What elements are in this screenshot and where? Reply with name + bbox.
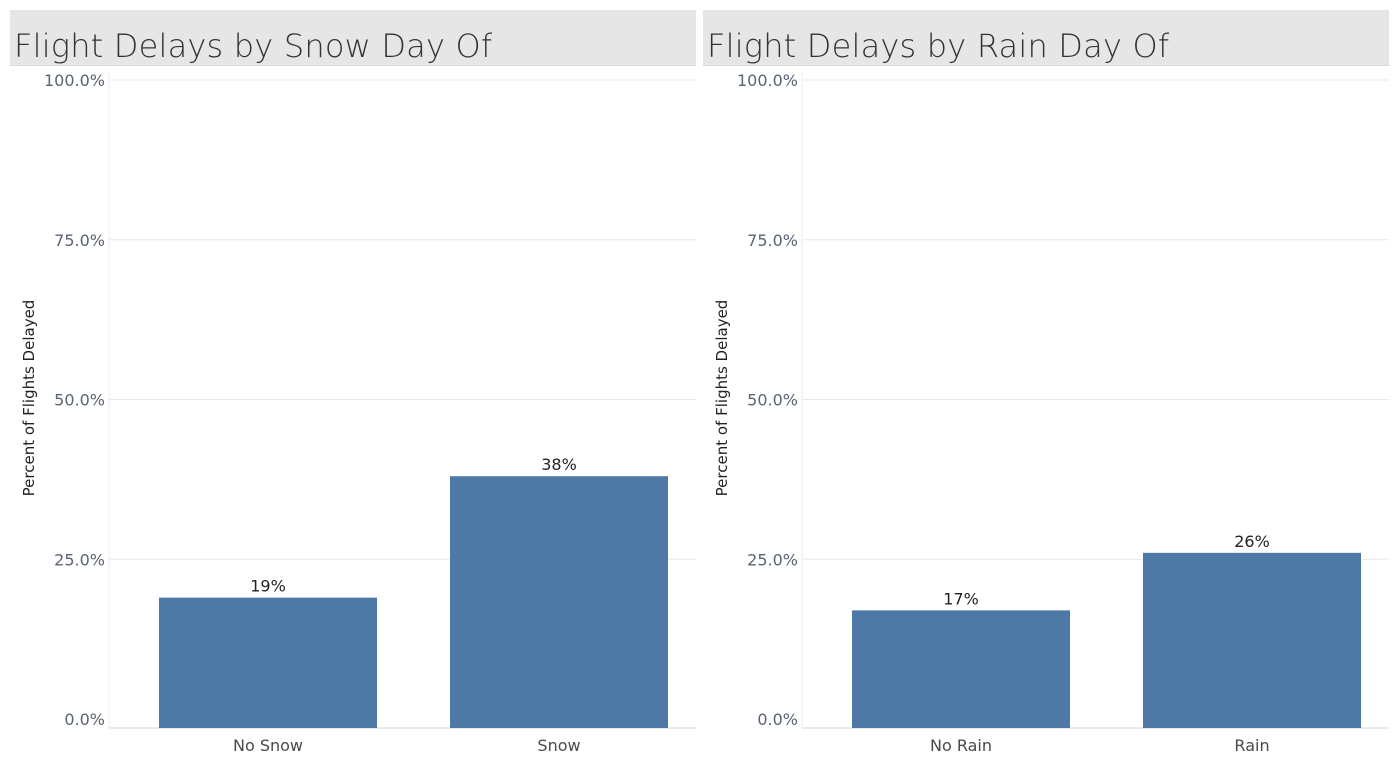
y-tick-label: 100.0% xyxy=(44,71,105,90)
x-category-label: No Rain xyxy=(930,736,992,755)
y-tick-label: 50.0% xyxy=(747,391,798,410)
y-tick-label: 25.0% xyxy=(747,550,798,569)
bar-data-label: 26% xyxy=(1234,532,1270,551)
bar[interactable] xyxy=(852,610,1070,728)
y-tick-label: 100.0% xyxy=(737,71,798,90)
y-tick-label: 0.0% xyxy=(757,710,798,729)
chart-title-bar: Flight Delays by Snow Day Of xyxy=(10,10,696,66)
chart-title: Flight Delays by Snow Day Of xyxy=(14,27,493,65)
chart-panel-snow: Flight Delays by Snow Day Of 0.0% 25.0% 50… xyxy=(10,0,696,772)
y-tick-label: 25.0% xyxy=(54,550,105,569)
bar[interactable] xyxy=(1143,552,1361,728)
bar[interactable] xyxy=(450,476,668,728)
y-tick-label: 75.0% xyxy=(54,231,105,250)
chart-title-bar: Flight Delays by Rain Day Of xyxy=(703,10,1389,66)
y-tick-label: 0.0% xyxy=(64,710,105,729)
chart-title: Flight Delays by Rain Day Of xyxy=(707,27,1170,65)
bar-data-label: 17% xyxy=(943,589,979,608)
bar-chart-snow: 0.0% 25.0% 50.0% 75.0% 100.0% 19% No Snow 38% Sn… xyxy=(20,71,696,755)
y-axis-title: Percent of Flights Delayed xyxy=(713,300,731,497)
y-tick-label: 50.0% xyxy=(54,391,105,410)
chart-panel-rain: Flight Delays by Rain Day Of 0.0% 25.0% 50… xyxy=(703,0,1389,772)
x-category-label: Snow xyxy=(537,736,580,755)
bar-data-label: 38% xyxy=(541,455,577,474)
bar-data-label: 19% xyxy=(250,577,286,596)
x-category-label: Rain xyxy=(1234,736,1269,755)
x-category-label: No Snow xyxy=(233,736,303,755)
bar[interactable] xyxy=(159,597,377,728)
y-axis-title: Percent of Flights Delayed xyxy=(20,300,38,497)
y-tick-label: 75.0% xyxy=(747,231,798,250)
bar-chart-rain: 0.0% 25.0% 50.0% 75.0% 100.0% 17% No Rain 26% Ra… xyxy=(713,71,1389,755)
